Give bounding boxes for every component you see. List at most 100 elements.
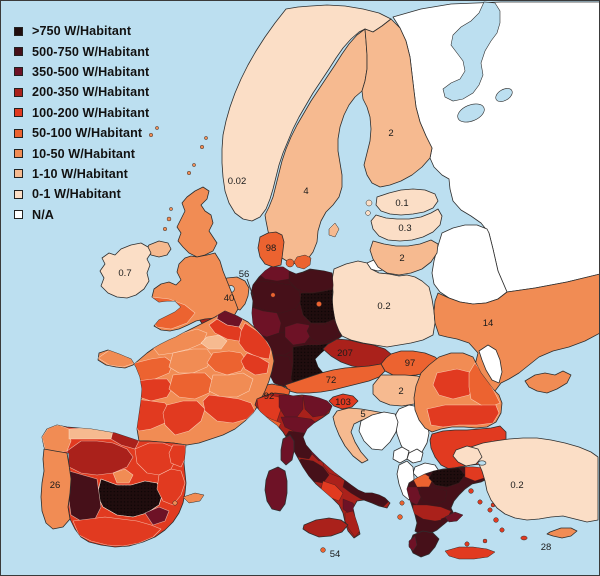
region-crimea [524,370,572,394]
label-slovenia: 103 [335,397,351,408]
label-austria: 72 [326,375,337,386]
malta-island [320,547,326,553]
region-kosovo [406,448,424,464]
region-saxony [306,320,340,344]
legend-label: N/A [32,207,54,222]
region-romania-south [426,402,500,428]
label-finland: 2 [388,128,393,139]
label-portugal: 26 [50,480,61,491]
region-it-calabria [344,510,361,538]
uk-small-islands [148,126,208,232]
legend-item-200-350: 200-350 W/Habitant [14,82,149,102]
legend-item-1-10: 1-10 W/Habitant [14,164,149,184]
region-moldova [478,344,503,384]
sardinia-island [264,466,288,512]
region-fr-rhone [208,372,254,398]
label-netherlands: 40 [224,293,235,304]
region-es-madrid [112,468,134,484]
berlin-city-dot [316,301,322,307]
corsica-island [280,434,295,466]
legend-label: 500-750 W/Habitant [32,44,150,59]
region-england-wales [151,252,239,332]
label-cyprus: 28 [541,542,552,553]
region-croatia [332,407,385,464]
region-cyprus [546,527,578,539]
greece-regions [407,467,490,528]
label-sweden: 4 [303,186,308,197]
label-norway: 0.02 [228,176,247,187]
sea-of-marmara [477,460,487,466]
label-latvia: 0.3 [398,223,411,234]
label-czech: 207 [337,348,353,359]
region-fr-auvergne [168,372,214,400]
label-malta: 54 [330,549,341,560]
legend-swatch [14,26,23,36]
region-finland [361,18,433,188]
legend-item-100-200: 100-200 W/Habitant [14,103,149,123]
region-turkey [470,437,599,523]
region-fr-ile-de-france [200,334,228,350]
region-austria [284,363,386,394]
euboea-island [444,511,464,523]
region-fr-franche [240,352,270,376]
legend-label: 10-50 W/Habitant [32,146,136,161]
region-es-castilla-la-mancha-texture [96,478,164,518]
estonia-islands [365,199,373,216]
legend-item-350-500: 350-500 W/Habitant [14,62,149,82]
ionian-islands [397,500,405,520]
region-lower-saxony [251,280,302,314]
region-thuringia [284,322,312,346]
legend-swatch [14,87,23,97]
region-estonia [375,188,439,216]
map-value-labels: 0.02 4 2 0.1 0.3 2 0.2 14 0.7 40 56 98 2… [50,128,552,560]
legend-item-50-100: 50-100 W/Habitant [14,123,149,143]
balearic-islands [172,492,205,506]
region-fr-picardie [208,318,246,342]
legend-swatch [14,169,23,179]
region-peloponnese-west [408,535,418,552]
legend-label: 200-350 W/Habitant [32,85,150,100]
label-switzerland: 92 [264,391,275,402]
region-lithuania [369,239,439,276]
region-scotland [176,186,218,258]
region-es-extremadura [66,470,102,522]
legend-item-10-50: 10-50 W/Habitant [14,143,149,163]
label-croatia: 5 [360,409,365,420]
callout-leader-line [246,278,254,297]
legend-swatch [14,128,23,138]
legend: >750 W/Habitant 500-750 W/Habitant 350-500… [14,21,149,225]
bremen-city-dot [270,292,276,298]
label-bremen-callout: 56 [239,269,250,280]
legend-label: 350-500 W/Habitant [32,64,150,79]
label-hungary: 2 [398,386,403,397]
region-romania-center [432,368,478,400]
legend-label: 1-10 W/Habitant [32,166,128,181]
legend-label: 100-200 W/Habitant [32,105,150,120]
legend-item-500-750: 500-750 W/Habitant [14,41,149,61]
region-thessaly [418,486,448,506]
spain-regions [42,425,186,547]
region-fr-paca [202,394,256,424]
white-sea [442,1,501,102]
region-fr-bourgogne [206,350,248,376]
region-fr-grand-est [238,322,272,360]
label-poland: 0.2 [377,301,390,312]
crete-island [444,546,496,560]
legend-swatch [14,149,23,159]
region-es-murcia [144,506,170,526]
region-es-andalusia [72,516,162,547]
region-fr-occitanie [162,400,206,436]
denmark-islands [285,254,312,270]
legend-label: 0-1 W/Habitant [32,187,121,202]
legend-item-na: N/A [14,205,149,225]
label-ukraine: 14 [483,318,494,329]
region-denmark [257,231,285,268]
legend-swatch [14,67,23,77]
region-bosnia [358,411,399,451]
legend-swatch [14,47,23,57]
label-turkey: 0.2 [510,480,523,491]
romania-regions [426,362,501,428]
legend-swatch [14,210,23,220]
region-central-macedonia-texture [428,467,466,488]
